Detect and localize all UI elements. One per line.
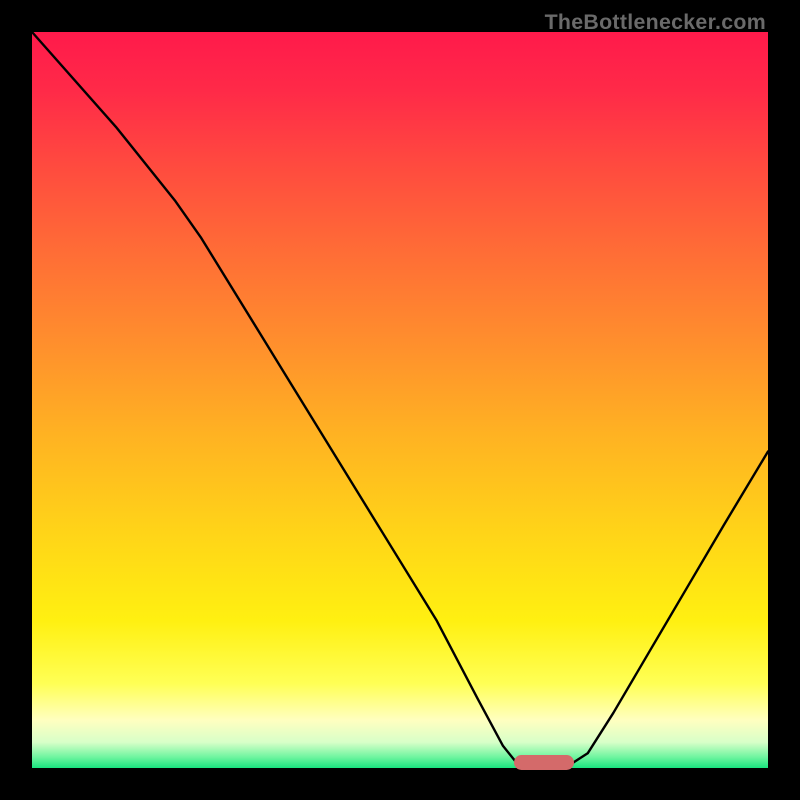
stage: TheBottlenecker.com (0, 0, 800, 800)
plot-area (32, 32, 768, 768)
watermark-text: TheBottlenecker.com (545, 10, 766, 35)
optimal-range-marker (514, 755, 574, 770)
